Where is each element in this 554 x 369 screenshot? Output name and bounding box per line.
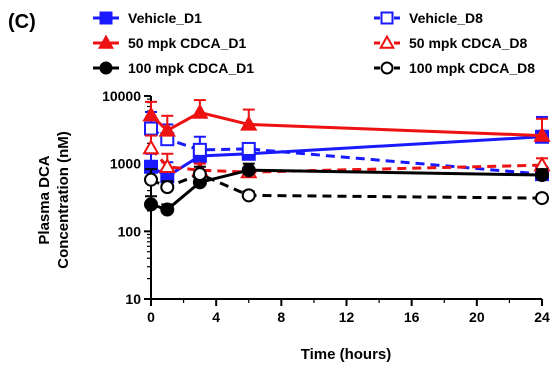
legend-item: 100 mpk CDCA_D1 xyxy=(93,60,254,76)
x-tick-label: 16 xyxy=(404,309,420,325)
series-line xyxy=(150,127,543,176)
legend-label: Vehicle_D8 xyxy=(409,10,483,26)
x-tick-label: 0 xyxy=(147,309,155,325)
data-point xyxy=(191,103,209,119)
x-tick-label: 8 xyxy=(277,309,285,325)
data-point xyxy=(240,115,258,131)
x-tick-label: 4 xyxy=(212,309,220,325)
x-tick-label: 12 xyxy=(339,309,355,325)
data-point xyxy=(160,202,175,217)
y-axis-title-line1: Plasma DCA xyxy=(36,155,53,244)
legend-item: Vehicle_D1 xyxy=(93,10,202,26)
legend-item: 100 mpk CDCA_D8 xyxy=(374,60,535,76)
data-point xyxy=(192,142,207,157)
y-tick-label: 10000 xyxy=(102,88,141,104)
data-point xyxy=(144,197,158,212)
series-line xyxy=(150,168,543,212)
x-tick-label: 20 xyxy=(469,309,485,325)
data-point xyxy=(241,163,256,178)
y-axis-title-line2: Concentration (nM) xyxy=(55,131,72,268)
legend-label: 50 mpk CDCA_D8 xyxy=(409,35,527,51)
legend: Vehicle_D1 Vehicle_D8 50 mpk CDCA_D1 50 mpk… xyxy=(93,10,535,76)
series-100-mpk-cdca-d8 xyxy=(144,165,549,206)
data-point xyxy=(158,121,176,137)
data-point xyxy=(533,126,551,142)
y-tick-label: 100 xyxy=(118,223,142,239)
y-tick-label: 1000 xyxy=(110,156,141,172)
data-point xyxy=(142,106,160,122)
data-point xyxy=(192,167,207,182)
legend-marker xyxy=(99,61,113,75)
legend-label: 100 mpk CDCA_D8 xyxy=(409,60,535,76)
legend-label: 100 mpk CDCA_D1 xyxy=(128,60,254,76)
panel-label: (C) xyxy=(8,11,36,33)
x-axis-title: Time (hours) xyxy=(301,346,392,363)
data-point xyxy=(158,157,176,173)
data-point xyxy=(144,121,158,136)
legend-item: 50 mpk CDCA_D1 xyxy=(93,34,246,51)
data-point xyxy=(144,172,158,187)
legend-item: 50 mpk CDCA_D8 xyxy=(374,34,527,51)
series-layer xyxy=(142,99,551,217)
series-50-mpk-cdca-d1 xyxy=(142,99,551,142)
legend-marker xyxy=(378,34,396,49)
y-tick-label: 10 xyxy=(125,291,141,307)
data-point xyxy=(241,188,256,203)
legend-marker xyxy=(97,34,115,49)
data-point xyxy=(142,139,160,155)
series-line xyxy=(149,110,543,138)
data-point xyxy=(241,141,256,156)
legend-marker xyxy=(380,61,394,75)
legend-label: 50 mpk CDCA_D1 xyxy=(128,35,246,51)
legend-item: Vehicle_D8 xyxy=(374,10,483,26)
legend-marker xyxy=(99,11,113,25)
data-point xyxy=(535,191,549,206)
series-line xyxy=(149,147,543,174)
series-line xyxy=(150,172,543,200)
legend-marker xyxy=(380,11,394,25)
legend-label: Vehicle_D1 xyxy=(128,10,202,26)
data-point xyxy=(535,168,549,183)
x-tick-label: 24 xyxy=(534,309,550,325)
data-point xyxy=(160,180,175,195)
